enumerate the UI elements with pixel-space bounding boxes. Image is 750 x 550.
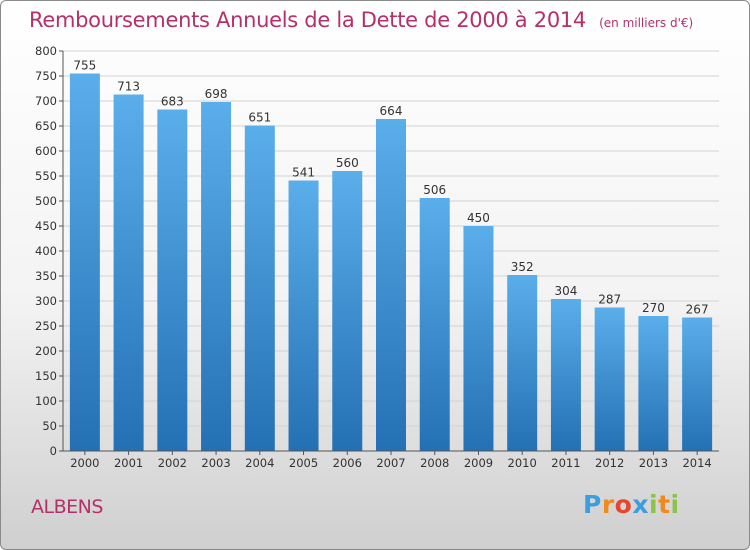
- brand-letter: P: [583, 490, 602, 519]
- y-tick-label: 400: [35, 244, 57, 258]
- bar-2002: [157, 109, 188, 451]
- y-tick-label: 700: [35, 94, 57, 108]
- y-tick-label: 200: [35, 344, 57, 358]
- brand-logo: Proxiti: [583, 490, 680, 519]
- brand-letter: o: [614, 490, 633, 519]
- data-label-2003: 698: [205, 87, 228, 101]
- data-label-2009: 450: [467, 211, 490, 225]
- y-tick-label: 0: [50, 444, 57, 458]
- y-tick-label: 800: [35, 44, 57, 58]
- x-tick-label-2008: 2008: [420, 456, 449, 470]
- data-label-2001: 713: [117, 80, 140, 94]
- bar-2006: [332, 171, 363, 451]
- y-tick-label: 350: [35, 269, 57, 283]
- bar-2009: [463, 226, 494, 451]
- x-tick-label-2003: 2003: [201, 456, 230, 470]
- y-tick-label: 300: [35, 294, 57, 308]
- x-tick-label-2010: 2010: [508, 456, 537, 470]
- y-tick-label: 100: [35, 394, 57, 408]
- bars: 755 713 683 698 651 541 560 664 506 450 352 304 287 2…: [69, 59, 713, 451]
- location-label: ALBENS: [31, 496, 103, 518]
- bar-2007: [376, 119, 406, 451]
- brand-letter: i: [670, 490, 680, 519]
- brand-letter: r: [601, 490, 615, 519]
- bar-2011: [550, 299, 581, 451]
- y-tick-label: 450: [35, 219, 57, 233]
- x-tick-label-2005: 2005: [289, 456, 318, 470]
- y-tick-label: 650: [35, 119, 57, 133]
- y-tick-label: 250: [35, 319, 57, 333]
- data-label-2014: 267: [686, 303, 709, 317]
- data-label-2005: 541: [292, 166, 315, 180]
- bar-2010: [507, 275, 538, 451]
- bar-2008: [419, 198, 450, 451]
- data-label-2008: 506: [423, 183, 446, 197]
- brand-letter: x: [632, 490, 649, 519]
- chart-title: Remboursements Annuels de la Dette de 20…: [29, 8, 586, 32]
- x-tick-label-2009: 2009: [464, 456, 493, 470]
- y-tick-label: 550: [35, 169, 57, 183]
- bar-2000: [69, 73, 100, 451]
- x-tick-label-2011: 2011: [551, 456, 580, 470]
- x-tick-label-2000: 2000: [70, 456, 99, 470]
- data-label-2010: 352: [511, 260, 534, 274]
- x-tick-label-2007: 2007: [376, 456, 405, 470]
- data-label-2013: 270: [642, 301, 665, 315]
- data-label-2011: 304: [554, 284, 577, 298]
- bar-2013: [638, 316, 669, 451]
- data-label-2002: 683: [161, 95, 184, 109]
- y-tick-label: 500: [35, 194, 57, 208]
- x-tick-label-2001: 2001: [114, 456, 143, 470]
- chart-subtitle: (en milliers d'€): [599, 16, 694, 30]
- y-tick-label: 150: [35, 369, 57, 383]
- data-label-2006: 560: [336, 156, 359, 170]
- y-tick-label: 50: [42, 419, 57, 433]
- x-tick-label-2014: 2014: [682, 456, 711, 470]
- x-tick-label-2004: 2004: [245, 456, 274, 470]
- y-tick-label: 750: [35, 69, 57, 83]
- x-tick-label-2012: 2012: [595, 456, 624, 470]
- brand-letter: t: [658, 490, 671, 519]
- bar-2003: [201, 102, 232, 451]
- bar-2001: [113, 94, 144, 451]
- x-tick-label-2006: 2006: [333, 456, 362, 470]
- bar-2005: [288, 180, 319, 451]
- bar-2014: [682, 317, 713, 451]
- bar-2004: [244, 125, 275, 451]
- bar-2012: [594, 307, 625, 451]
- data-label-2004: 651: [248, 111, 271, 125]
- axes: 0 50 100 150 200 250 300 350 400 450 500 550 600 650 7…: [35, 44, 719, 470]
- x-tick-label-2002: 2002: [158, 456, 187, 470]
- title-line: Remboursements Annuels de la Dette de 20…: [29, 8, 693, 32]
- data-label-2000: 755: [73, 59, 96, 73]
- brand-letter: i: [649, 490, 659, 519]
- y-tick-label: 600: [35, 144, 57, 158]
- data-label-2012: 287: [598, 293, 621, 307]
- data-label-2007: 664: [380, 104, 403, 118]
- x-tick-label-2013: 2013: [639, 456, 668, 470]
